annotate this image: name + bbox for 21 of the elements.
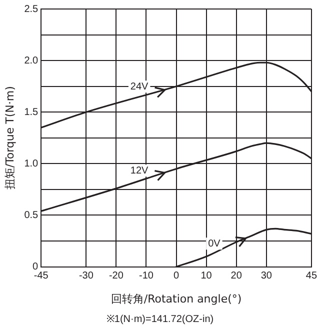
x-tick-label: 20 <box>230 270 242 282</box>
x-tick-label: 30 <box>260 270 272 282</box>
x-tick-label: -30 <box>78 270 94 282</box>
x-tick-label: -10 <box>139 270 154 282</box>
x-tick-label: -45 <box>34 270 49 282</box>
legend-label: 24V <box>130 81 149 92</box>
y-tick-label: 0 <box>32 262 39 273</box>
y-tick-label: 1.5 <box>24 106 39 118</box>
y-tick-label: 1.0 <box>24 158 39 170</box>
x-tick-label: 45 <box>306 270 318 282</box>
y-axis-title: 扭矩/Torque T(N·m) <box>3 86 16 190</box>
x-axis-title: 回转角/Rotation angle(°) <box>110 292 242 306</box>
legend-label: 0V <box>208 238 221 250</box>
legend-label: 12V <box>130 165 149 176</box>
y-tick-label: 2.0 <box>24 55 39 66</box>
y-tick-label: 0.5 <box>24 210 39 221</box>
x-tick-label: 0 <box>173 270 180 282</box>
x-tick-label: -20 <box>108 270 124 282</box>
x-tick-label: 10 <box>200 270 212 282</box>
y-tick-label: 2.5 <box>24 4 39 15</box>
text: ※1(N·m)=141.72(OZ-in) <box>105 313 215 325</box>
